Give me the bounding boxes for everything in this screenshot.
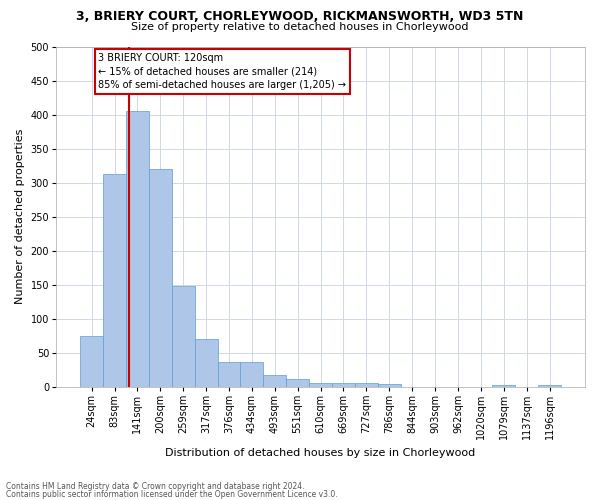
Bar — [194, 339, 218, 387]
Bar — [218, 362, 241, 387]
Bar — [80, 336, 103, 387]
Bar — [263, 374, 286, 387]
Bar — [492, 385, 515, 387]
Bar — [241, 362, 263, 387]
Bar — [103, 174, 126, 387]
Text: Size of property relative to detached houses in Chorleywood: Size of property relative to detached ho… — [131, 22, 469, 32]
Bar — [355, 384, 378, 387]
Bar — [126, 111, 149, 387]
Text: 3 BRIERY COURT: 120sqm
← 15% of detached houses are smaller (214)
85% of semi-de: 3 BRIERY COURT: 120sqm ← 15% of detached… — [98, 54, 346, 90]
Bar — [172, 286, 194, 387]
Text: Contains public sector information licensed under the Open Government Licence v3: Contains public sector information licen… — [6, 490, 338, 499]
Y-axis label: Number of detached properties: Number of detached properties — [15, 129, 25, 304]
Text: 3, BRIERY COURT, CHORLEYWOOD, RICKMANSWORTH, WD3 5TN: 3, BRIERY COURT, CHORLEYWOOD, RICKMANSWO… — [76, 10, 524, 23]
Text: Contains HM Land Registry data © Crown copyright and database right 2024.: Contains HM Land Registry data © Crown c… — [6, 482, 305, 491]
X-axis label: Distribution of detached houses by size in Chorleywood: Distribution of detached houses by size … — [166, 448, 476, 458]
Bar — [149, 169, 172, 387]
Bar — [332, 384, 355, 387]
Bar — [309, 384, 332, 387]
Bar — [286, 378, 309, 387]
Bar — [378, 384, 401, 387]
Bar — [538, 385, 561, 387]
